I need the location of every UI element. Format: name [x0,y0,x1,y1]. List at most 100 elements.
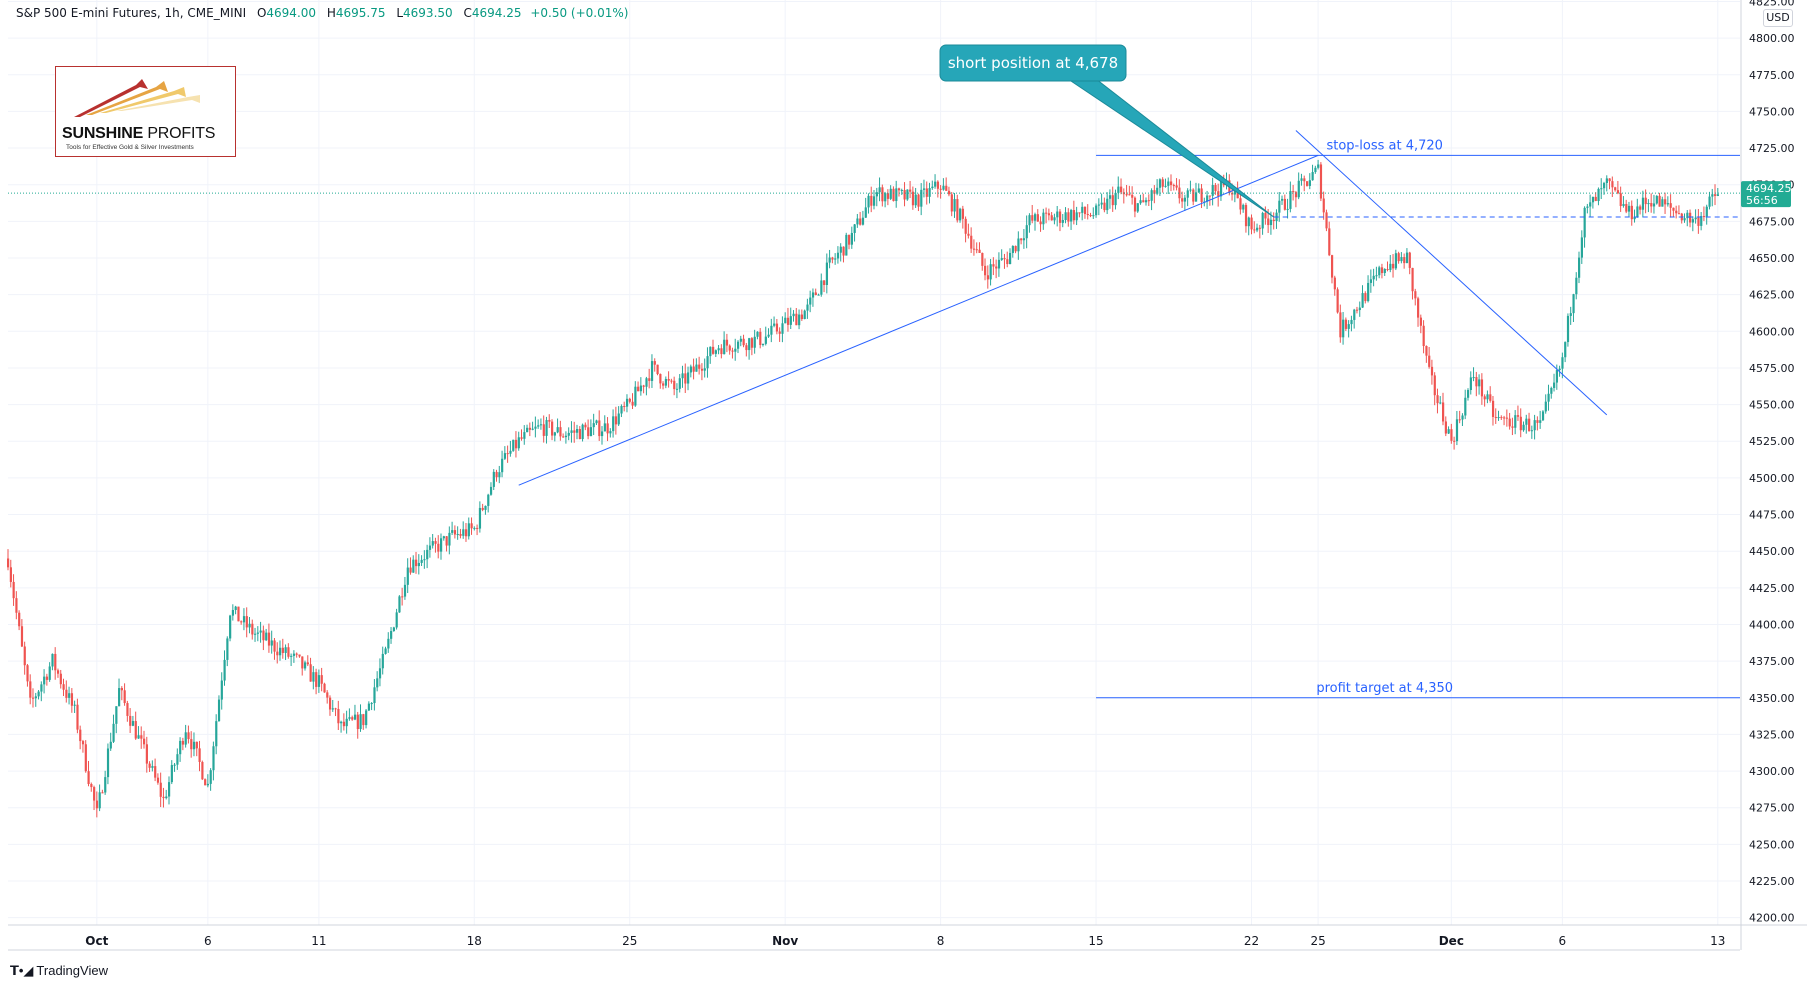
candle-body [234,606,237,610]
candle-body [803,310,806,320]
candle-body [1639,206,1642,210]
candle-body [1017,238,1020,252]
y-tick-label: 4275.00 [1749,802,1795,815]
candle-body [1344,319,1348,329]
candle-body [1544,401,1547,412]
candle-body [725,339,729,346]
candle-body [1061,219,1064,223]
candle-body [678,378,681,389]
candle-body [498,472,501,478]
candle-body [1386,269,1389,271]
rising-arrows-icon [74,79,200,117]
candle-body [109,741,112,749]
candle-body [1314,167,1317,173]
candle-body [764,336,767,344]
candle-body [1139,200,1142,204]
candle-body [54,653,57,671]
candle-body [267,632,271,646]
tradingview-footer[interactable]: 𝗧•◢ TradingView [10,963,108,979]
candle-body [798,314,801,326]
candle-body [720,348,723,355]
candle-body [87,771,90,785]
candle-body [598,420,601,437]
chart-drawings[interactable]: stop-loss at 4,720 profit target at 4,350… [8,44,1740,699]
candle-body [1494,416,1497,418]
candle-body [975,249,978,251]
candle-body [1450,429,1453,441]
low-label: L [396,6,404,20]
candle-body [104,777,107,793]
candle-body [1125,194,1128,196]
candle-body [1442,402,1445,422]
candle-body [1375,275,1378,277]
candle-body [417,562,420,567]
candle-body [723,339,726,355]
candle-body [645,378,648,387]
candle-body [1700,216,1703,226]
candle-body [287,647,290,657]
candle-body [1444,421,1447,434]
candle-body [1039,221,1042,225]
candle-body [1608,178,1611,182]
candle-body [143,738,146,745]
candle-body [978,249,981,253]
candle-body [1675,210,1678,214]
candle-body [1117,186,1120,193]
candle-body [1092,215,1095,217]
candle-body [1089,215,1092,217]
candle-body [1689,212,1692,223]
chart-grid [8,0,1740,925]
candle-body [254,633,257,635]
tradingview-logo-icon: 𝗧•◢ [10,963,34,978]
candle-body [476,527,479,529]
candle-body [1480,379,1484,397]
candle-body [409,567,412,573]
candle-body [373,687,376,704]
candle-body [423,559,426,561]
candle-body [537,425,540,427]
candle-body [1042,212,1045,225]
candle-body [1394,253,1398,269]
candle-body [1333,277,1336,290]
candle-body [1530,430,1534,432]
candle-body [1106,198,1109,211]
candle-body [1020,238,1023,241]
candle-body [623,405,626,407]
candle-body [1133,197,1137,212]
candle-body [1669,203,1672,208]
candle-body [767,334,770,337]
candle-body [875,192,878,197]
candle-body [884,193,887,202]
candle-body [1478,379,1481,387]
y-tick-label: 4575.00 [1749,362,1795,375]
candle-body [631,401,634,406]
candle-body [1555,370,1559,383]
x-tick-label: Oct [85,934,108,948]
candle-body [1267,218,1270,226]
candle-body [620,405,623,414]
x-tick-label: 25 [1310,934,1325,948]
candle-body [578,429,581,440]
candle-body [1028,215,1031,226]
candle-body [1539,420,1542,423]
candle-body [637,386,640,392]
candle-body [911,191,915,206]
candle-body [717,348,720,351]
currency-badge[interactable]: USD [1763,9,1793,27]
candle-body [1594,196,1597,202]
candle-body [839,246,842,253]
candle-body [179,740,182,755]
candle-body [1500,417,1503,419]
candle-body [814,292,817,296]
candle-body [1419,317,1423,326]
candle-body [198,748,201,762]
candle-body [1347,324,1350,329]
candle-body [1167,181,1170,186]
candle-body [1150,190,1153,201]
candle-body [403,584,407,597]
candle-body [1447,429,1450,434]
candle-body [148,763,151,768]
candle-body [1425,346,1428,356]
candle-body [1453,440,1456,442]
